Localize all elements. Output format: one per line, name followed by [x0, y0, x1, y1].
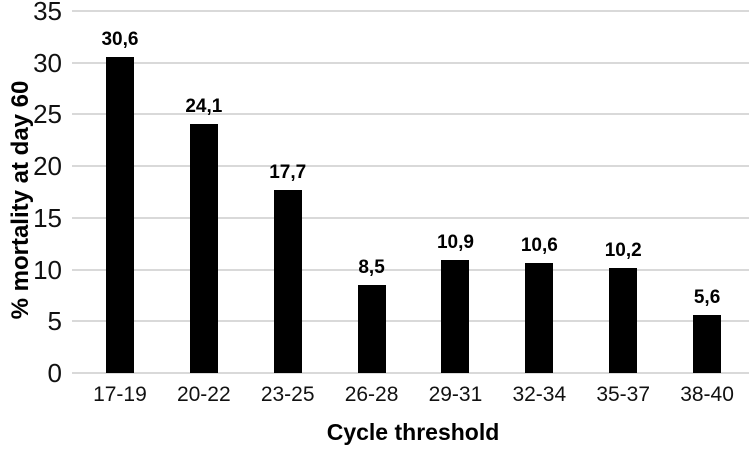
bar-value-label: 10,9 — [436, 232, 474, 254]
y-axis-tick-label: 5 — [47, 306, 62, 337]
y-axis-tick-label: 20 — [33, 151, 62, 182]
x-axis-tick-label: 26-28 — [344, 383, 399, 406]
x-axis-tick-label: 35-37 — [596, 383, 651, 406]
gridline — [72, 268, 749, 271]
bar — [525, 263, 554, 373]
bar — [609, 267, 638, 373]
y-axis-tick-label: 35 — [33, 0, 62, 26]
bar-value-label: 30,6 — [101, 28, 139, 50]
y-axis-tick-label: 30 — [33, 47, 62, 78]
bar — [357, 285, 386, 373]
gridline — [72, 10, 749, 12]
gridline — [72, 113, 749, 116]
gridline — [72, 216, 749, 219]
bar-value-label: 17,7 — [269, 161, 307, 183]
plot-area: 30,6 24,1 17,7 8,5 10,9 10,6 10,2 5,6 — [72, 10, 749, 374]
bar — [441, 260, 470, 373]
bar-value-label: 24,1 — [185, 95, 223, 117]
x-axis-tick-label: 23-25 — [260, 383, 315, 406]
gridline — [72, 372, 749, 374]
bar — [189, 123, 218, 373]
x-axis-tick-label: 17-19 — [93, 383, 147, 406]
y-axis-tick-label: 25 — [33, 99, 62, 130]
x-axis-tick-label: 20-22 — [176, 383, 231, 406]
gridline — [72, 320, 749, 323]
bar — [693, 315, 722, 373]
x-axis-tick-label: 38-40 — [680, 383, 734, 406]
y-axis-tick-label: 10 — [33, 254, 62, 285]
x-axis-title: Cycle threshold — [326, 419, 500, 445]
bar-value-label: 10,6 — [520, 235, 558, 257]
y-axis-tick-label: 15 — [33, 202, 62, 233]
bar — [105, 56, 134, 373]
y-axis-tick-label: 0 — [47, 358, 62, 388]
bar-value-label: 5,6 — [693, 287, 721, 309]
gridline — [72, 165, 749, 168]
x-axis-tick-label: 29-31 — [428, 383, 483, 406]
gridline — [72, 61, 749, 64]
bar — [273, 189, 302, 373]
bar-value-label: 8,5 — [358, 257, 385, 279]
bar-value-label: 10,2 — [604, 239, 642, 261]
x-axis-tick-label: 32-34 — [512, 383, 567, 406]
